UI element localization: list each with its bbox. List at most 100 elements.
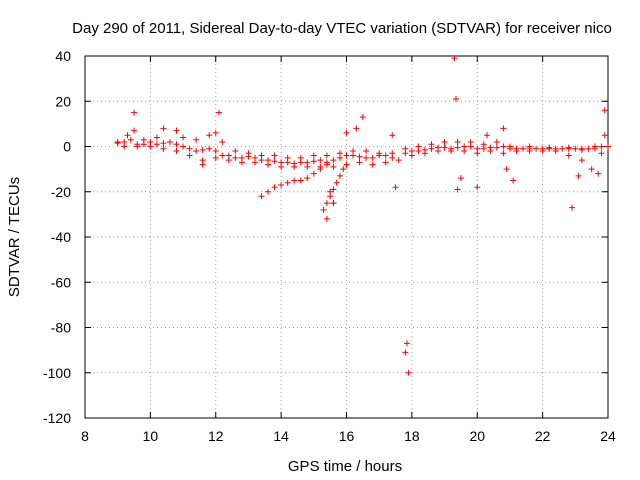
data-point — [340, 166, 347, 173]
data-point — [435, 148, 442, 155]
data-point — [271, 152, 278, 159]
data-point — [405, 369, 412, 376]
data-point — [180, 134, 187, 141]
x-tick-label: 24 — [600, 428, 616, 444]
data-points — [114, 55, 611, 376]
data-point — [601, 132, 608, 139]
data-point — [552, 148, 559, 155]
data-point — [265, 188, 272, 195]
data-point — [160, 145, 167, 152]
data-point — [493, 144, 500, 151]
data-point — [193, 148, 200, 155]
data-point — [245, 150, 252, 157]
data-point — [565, 144, 572, 151]
data-point — [232, 154, 239, 161]
data-point — [343, 152, 350, 159]
data-point — [487, 148, 494, 155]
data-point — [467, 138, 474, 145]
data-point — [121, 143, 128, 150]
data-point — [578, 145, 585, 152]
data-point — [212, 154, 219, 161]
data-point — [506, 143, 513, 150]
data-point — [575, 172, 582, 179]
data-point — [173, 127, 180, 134]
data-point — [415, 143, 422, 150]
data-point — [284, 179, 291, 186]
axis-ticks — [84, 55, 609, 419]
data-point — [330, 186, 337, 193]
data-point — [173, 141, 180, 148]
data-point — [199, 146, 206, 153]
data-point — [453, 95, 460, 102]
data-point — [601, 107, 608, 114]
data-point — [454, 186, 461, 193]
data-point — [232, 148, 239, 155]
data-point — [353, 125, 360, 132]
x-tick-label: 14 — [273, 428, 289, 444]
data-point — [131, 127, 138, 134]
data-point — [323, 152, 330, 159]
y-tick-label: -20 — [51, 184, 71, 200]
data-point — [323, 200, 330, 207]
data-point — [392, 184, 399, 191]
data-point — [327, 193, 334, 200]
y-tick-label: 0 — [63, 139, 71, 155]
data-point — [513, 148, 520, 155]
y-tick-label: 40 — [55, 48, 71, 64]
data-point — [359, 114, 366, 121]
data-point — [389, 132, 396, 139]
data-point — [520, 145, 527, 152]
data-point — [402, 349, 409, 356]
data-point — [317, 166, 324, 173]
data-point — [140, 136, 147, 143]
data-point — [265, 161, 272, 168]
x-tick-label: 12 — [208, 428, 224, 444]
data-point — [480, 141, 487, 148]
data-point — [206, 132, 213, 139]
data-point — [598, 143, 605, 150]
series-5-points — [131, 55, 608, 376]
data-point — [533, 145, 540, 152]
data-point — [493, 138, 500, 145]
data-point — [605, 143, 611, 150]
y-tick-label: -40 — [51, 229, 71, 245]
data-point — [304, 175, 311, 182]
data-point — [500, 143, 507, 150]
data-point — [389, 150, 396, 157]
y-tick-label: -80 — [51, 320, 71, 336]
y-tick-label: -60 — [51, 274, 71, 290]
data-point — [153, 141, 160, 148]
data-point — [323, 215, 330, 222]
data-point — [278, 163, 285, 170]
data-point — [595, 170, 602, 177]
data-point — [153, 134, 160, 141]
data-point — [559, 145, 566, 152]
data-point — [160, 125, 167, 132]
data-point — [291, 177, 298, 184]
series-2-points — [121, 143, 605, 173]
data-point — [588, 166, 595, 173]
x-tick-label: 20 — [469, 428, 485, 444]
data-point — [376, 150, 383, 157]
data-point — [441, 138, 448, 145]
data-point — [212, 129, 219, 136]
series-1-points — [114, 125, 608, 161]
data-point — [216, 109, 223, 116]
data-point — [199, 161, 206, 168]
data-point — [271, 184, 278, 191]
data-point — [369, 154, 376, 161]
data-point — [363, 148, 370, 155]
chart-title: Day 290 of 2011, Sidereal Day-to-day VTE… — [72, 20, 612, 37]
data-point — [134, 143, 141, 150]
data-point — [212, 148, 219, 155]
x-axis-label: GPS time / hours — [288, 458, 402, 475]
data-point — [330, 163, 337, 170]
data-point — [186, 145, 193, 152]
data-point — [336, 172, 343, 179]
data-point — [343, 161, 350, 168]
data-point — [320, 206, 327, 213]
data-point — [219, 138, 226, 145]
data-point — [503, 166, 510, 173]
data-point — [585, 145, 592, 152]
